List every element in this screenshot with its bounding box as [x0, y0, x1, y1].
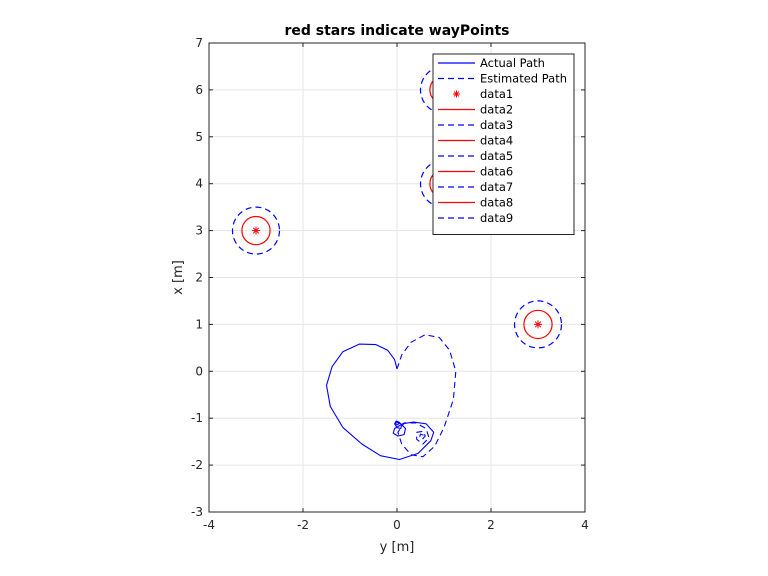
legend-entry: Actual Path — [438, 56, 545, 70]
y-tick-label: 0 — [195, 364, 203, 378]
y-tick-label: 4 — [195, 177, 203, 191]
legend-label: data4 — [480, 134, 513, 148]
legend-box — [432, 53, 575, 235]
legend-label: data7 — [480, 180, 513, 194]
legend-entry: data1 — [453, 87, 513, 101]
legend-label: data5 — [480, 149, 513, 163]
waypoint-inner-circle — [523, 309, 553, 340]
y-tick-label: 5 — [195, 130, 203, 144]
x-axis-label: y [m] — [380, 540, 415, 555]
legend-entry: Estimated Path — [438, 72, 567, 86]
legend-label: data9 — [480, 211, 513, 225]
x-tick-label: 0 — [393, 518, 401, 532]
y-axis-label: x [m] — [171, 260, 186, 295]
chart-title: red stars indicate wayPoints — [284, 23, 509, 39]
y-tick-label: 2 — [195, 271, 203, 285]
x-tick-label: -4 — [203, 518, 215, 532]
y-tick-label: 1 — [195, 317, 203, 331]
legend-entry: data3 — [438, 118, 513, 132]
waypoint-outer-circle — [513, 300, 563, 349]
y-tick-label: 3 — [195, 224, 203, 238]
tick-labels: -4 -2 0 2 4 -3 -2 -1 0 1 2 3 4 5 6 7 — [191, 36, 589, 532]
waypoint-star — [252, 226, 260, 235]
legend-entry: data9 — [438, 211, 513, 225]
x-tick-label: -2 — [297, 518, 309, 532]
y-tick-label: -2 — [191, 458, 203, 472]
x-tick-label: 4 — [581, 518, 589, 532]
legend-label: data6 — [480, 165, 513, 179]
estimated-path-line — [396, 334, 457, 458]
legend-label: data2 — [480, 103, 513, 117]
actual-path-line — [325, 343, 435, 461]
legend-entry: data6 — [438, 165, 513, 179]
waypoint-outer-circle — [231, 206, 281, 255]
legend-entry: data4 — [438, 134, 513, 148]
waypoint-star — [534, 320, 542, 329]
legend-label: data8 — [480, 196, 513, 210]
y-tick-label: 7 — [195, 36, 203, 50]
waypoint-inner-circle — [241, 215, 271, 246]
legend-label: data3 — [480, 118, 513, 132]
legend-star-marker — [453, 90, 460, 98]
legend-label: Actual Path — [480, 56, 545, 70]
legend-label: Estimated Path — [480, 72, 567, 86]
y-tick-label: -3 — [191, 505, 203, 519]
legend-entry: data8 — [438, 196, 513, 210]
legend-entry: data2 — [438, 103, 513, 117]
y-tick-label: 6 — [195, 83, 203, 97]
y-tick-label: -1 — [191, 411, 203, 425]
legend-entry: data5 — [438, 149, 513, 163]
x-tick-label: 2 — [487, 518, 495, 532]
legend-entry: data7 — [438, 180, 513, 194]
legend-label: data1 — [480, 87, 513, 101]
